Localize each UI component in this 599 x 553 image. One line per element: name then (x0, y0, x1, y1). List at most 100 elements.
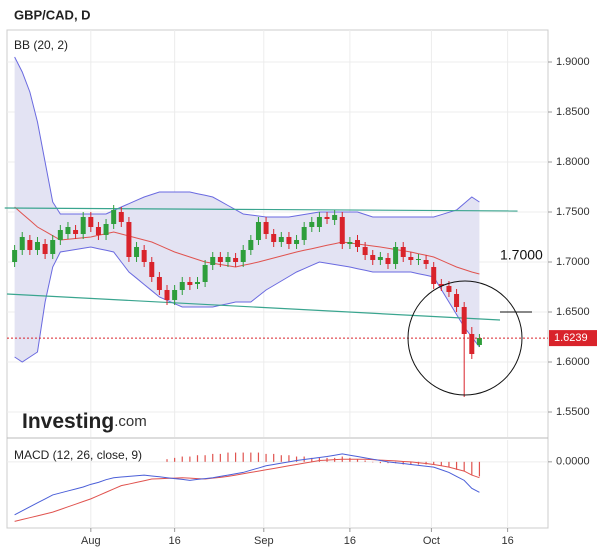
candle-body (34, 242, 40, 250)
y-tick-label: 0.0000 (556, 456, 590, 468)
macd-histogram-bar (189, 456, 191, 462)
candle-body (469, 334, 475, 354)
macd-histogram-bar (181, 456, 183, 462)
candle-body (423, 260, 429, 264)
plot-frame (6, 29, 549, 529)
last-price-box (549, 330, 597, 347)
candle-body (301, 227, 307, 240)
layer: 1.5500 1.6000 1.6500 1.7000 1.7500 1.8000 1.85… (4, 30, 597, 547)
candle-body (377, 257, 383, 260)
logo-name: Investing (22, 410, 114, 433)
candle-body (95, 227, 101, 235)
candle-body (202, 265, 208, 282)
candle-body (57, 230, 63, 240)
candle-body (240, 250, 246, 262)
logo-suffix: .com (114, 413, 147, 430)
circle-annotation (407, 280, 523, 396)
candle-body (187, 282, 193, 285)
candle-body (446, 286, 452, 292)
candle-body (400, 247, 406, 257)
macd-histogram-bar (433, 461, 435, 465)
candle-body (385, 258, 391, 264)
macd-histogram-bar (288, 455, 290, 462)
macd-histogram-bar (455, 461, 458, 470)
candle-body (50, 240, 56, 254)
candle-body (65, 227, 71, 234)
macd-line (14, 453, 480, 516)
candle-body (149, 262, 155, 277)
macd-histogram-bar (311, 457, 313, 462)
candle-body (362, 247, 368, 255)
x-tick-label: Aug (81, 535, 101, 547)
macd-histogram-bar (463, 461, 465, 472)
candle-body (217, 257, 223, 262)
macd-histogram-bar (204, 455, 206, 462)
candle-body (233, 258, 239, 262)
candle-body (111, 210, 117, 224)
candle-body (134, 247, 140, 257)
logo: Investing.com (22, 410, 147, 433)
candle-body (172, 290, 178, 300)
candle-body (103, 224, 109, 235)
candle-body (309, 222, 315, 227)
macd-histogram-bar (478, 461, 481, 477)
macd-histogram-bar (212, 453, 214, 462)
candle-body (271, 234, 277, 242)
macd-label: MACD (12, 26, close, 9) (14, 448, 142, 462)
x-tick-label: 16 (344, 535, 356, 547)
candle-body (19, 237, 25, 250)
band-upper (14, 56, 480, 218)
macd-histogram-bar (372, 461, 374, 463)
macd-histogram-bar (219, 453, 221, 462)
candle-body (294, 240, 300, 244)
y-tick-label: 1.6000 (556, 356, 590, 368)
candle-body (415, 259, 421, 260)
candle-body (278, 237, 284, 242)
band-lower (14, 246, 480, 363)
x-tick-label: 16 (501, 535, 513, 547)
indicator-label: BB (20, 2) (14, 38, 68, 52)
macd-histogram-bar (273, 453, 275, 462)
candle-body (12, 250, 18, 262)
candle-body (27, 240, 33, 250)
macd-signal-line (14, 458, 480, 522)
candle-body (80, 217, 86, 234)
candle-body (286, 237, 292, 244)
macd-histogram-bar (471, 461, 473, 476)
candle-body (42, 244, 48, 254)
macd-histogram-bar (318, 457, 321, 462)
macd-histogram-bar (174, 457, 176, 462)
macd-histogram-bar (410, 461, 412, 465)
candle-body (141, 250, 147, 262)
y-tick-label: 1.8000 (556, 156, 590, 168)
y-tick-label: 1.7000 (556, 256, 590, 268)
candle-body (408, 257, 414, 260)
candle-body (454, 294, 460, 307)
macd-histogram-bar (227, 452, 229, 462)
macd-histogram-bar (364, 460, 366, 462)
x-tick-label: 16 (169, 535, 181, 547)
trendline (6, 293, 501, 321)
y-tick-label: 1.5500 (556, 406, 590, 418)
candle-body (332, 215, 338, 220)
candle-body (164, 290, 170, 300)
candle-body (156, 277, 162, 290)
trendline (4, 207, 518, 212)
x-tick-label: Oct (423, 535, 440, 547)
macd-histogram-bar (166, 459, 168, 462)
macd-histogram-bar (387, 461, 389, 464)
candle-body (263, 222, 269, 234)
candle-body (339, 217, 345, 244)
candle-body (210, 257, 216, 265)
candle-body (126, 222, 132, 257)
candle-body (347, 242, 353, 244)
macd-histogram-bar (440, 461, 442, 466)
candle-body (438, 284, 444, 286)
candle-body (118, 212, 124, 222)
macd-histogram-bar (356, 459, 359, 462)
macd-histogram-bar (265, 453, 267, 462)
candle-body (248, 240, 254, 250)
y-tick-label: 1.9000 (556, 56, 590, 68)
